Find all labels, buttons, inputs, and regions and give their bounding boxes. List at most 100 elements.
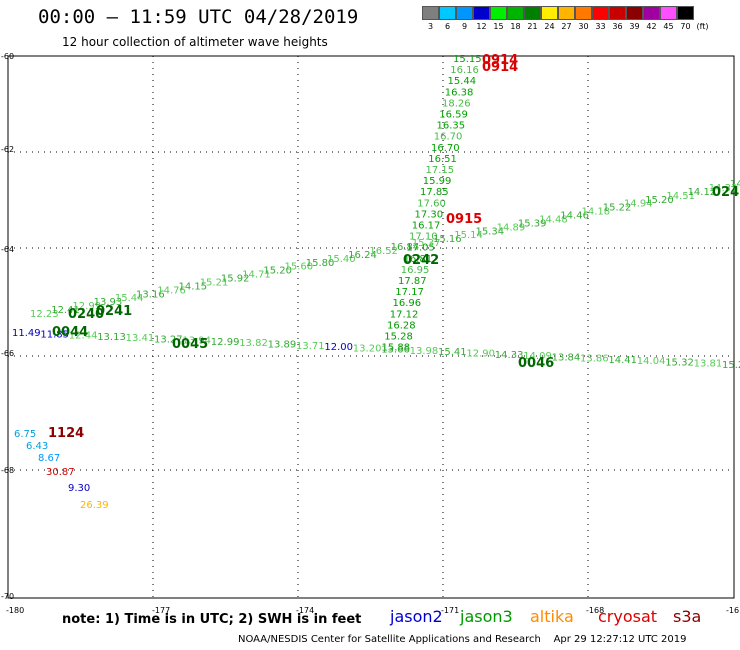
legend-item: 15 — [490, 6, 507, 31]
legend-item: 36 — [609, 6, 626, 31]
swh-value: 15.40 — [327, 254, 356, 265]
legend-swatch — [524, 6, 541, 20]
legend-item: 70 — [677, 6, 694, 31]
footer-credit: NOAA/NESDIS Center for Satellite Applica… — [238, 634, 687, 645]
swh-value: 12.44 — [69, 331, 98, 342]
legend-item: 9 — [456, 6, 473, 31]
x-tick-label: -168 — [586, 606, 604, 615]
legend-item: 12 — [473, 6, 490, 31]
swh-value: 8.67 — [38, 453, 60, 464]
swh-value: 15.39 — [518, 218, 547, 229]
time-label: 0241 — [96, 304, 132, 319]
legend-swatch — [507, 6, 524, 20]
legend-label: 21 — [527, 22, 538, 31]
y-tick-label: -66 — [1, 349, 14, 358]
legend-unit-label: (ft) — [696, 22, 709, 31]
legend-item: 21 — [524, 6, 541, 31]
x-tick-label: -16 — [726, 606, 739, 615]
legend-label: 45 — [663, 22, 674, 31]
swh-value: 16.51 — [428, 154, 457, 165]
legend-swatch — [422, 6, 439, 20]
legend-swatch — [660, 6, 677, 20]
legend-label: 24 — [544, 22, 555, 31]
color-legend: 3 6 9 12 15 18 21 24 27 30 33 36 39 42 45 70 (ft) — [422, 6, 711, 31]
swh-value: 13.93 — [94, 297, 123, 308]
swh-value: 13.89 — [268, 340, 297, 351]
legend-label: 42 — [646, 22, 657, 31]
swh-value: 30.87 — [46, 467, 75, 478]
swh-value: 12.23 — [30, 309, 59, 320]
legend-label: 12 — [476, 22, 487, 31]
swh-value: 14.89 — [497, 222, 526, 233]
swh-value: 13.84 — [552, 352, 581, 363]
legend-label: 36 — [612, 22, 623, 31]
time-label: 0914 — [482, 60, 518, 75]
swh-value: 15.32 — [665, 357, 694, 368]
legend-item: 45 — [660, 6, 677, 31]
swh-value: 9.30 — [68, 483, 90, 494]
swh-value: 16.35 — [437, 121, 466, 132]
legend-unit: (ft) — [694, 6, 711, 31]
swh-value: 17.30 — [415, 209, 444, 220]
legend-item: 18 — [507, 6, 524, 31]
swh-value: 15.92 — [221, 274, 250, 285]
swh-value: 14.15 — [178, 281, 207, 292]
time-label: 0242 — [403, 253, 439, 268]
swh-value: 15.88 — [382, 343, 411, 354]
legend-label: 18 — [510, 22, 521, 31]
legend-swatch — [490, 6, 507, 20]
swh-value: 13.71 — [296, 341, 325, 352]
y-tick-label: -60 — [1, 52, 14, 61]
swh-value: 12.90 — [466, 348, 495, 359]
swh-value: 16.70 — [434, 132, 463, 143]
swh-value: 14.18 — [582, 207, 611, 218]
swh-value: 13.81 — [694, 359, 723, 370]
swh-value: 13.66 — [381, 345, 410, 356]
swh-value: 15.14 — [454, 230, 483, 241]
legend-item: 30 — [575, 6, 592, 31]
swh-value: 12.41 — [51, 305, 80, 316]
legend-label: 27 — [561, 22, 572, 31]
time-label: 0045 — [172, 337, 208, 352]
swh-value: 14.51 — [666, 191, 695, 202]
swh-value: 14.09 — [523, 351, 552, 362]
page-title: 00:00 – 11:59 UTC 04/28/2019 — [38, 6, 359, 28]
legend-item: 39 — [626, 6, 643, 31]
page-subtitle: 12 hour collection of altimeter wave hei… — [62, 35, 328, 49]
swh-value: 16.59 — [439, 110, 468, 121]
swh-value: 15.34 — [475, 226, 504, 237]
swh-value: 17.10 — [409, 232, 438, 243]
swh-value: 14.22 — [730, 179, 740, 190]
swh-value: 16.28 — [387, 320, 416, 331]
swh-value: 17.60 — [417, 198, 446, 209]
swh-value: 11.85 — [40, 329, 69, 340]
legend-swatch — [592, 6, 609, 20]
legend-swatch — [558, 6, 575, 20]
time-label: 0914 — [482, 53, 518, 68]
swh-value: 6.75 — [14, 429, 36, 440]
legend-item: 6 — [439, 6, 456, 31]
swh-value: 15.41 — [438, 347, 467, 358]
swh-value: 16.84 — [391, 242, 420, 253]
swh-value: 16.38 — [445, 87, 474, 98]
legend-swatch — [609, 6, 626, 20]
satellite-label-cryosat: cryosat — [598, 607, 658, 626]
swh-value: 13.98 — [410, 346, 439, 357]
legend-label: 6 — [444, 22, 451, 31]
swh-value: 12.00 — [324, 342, 353, 353]
swh-value: 14.33 — [709, 183, 738, 194]
swh-value: 14.48 — [539, 214, 568, 225]
swh-value: 15.80 — [306, 258, 335, 269]
legend-item: 33 — [592, 6, 609, 31]
swh-value: 13.86 — [580, 354, 609, 365]
y-tick-label: -70 — [1, 592, 14, 601]
satellite-label-s3a: s3a — [673, 607, 702, 626]
x-tick-label: -174 — [296, 606, 314, 615]
footer-note: note: 1) Time is in UTC; 2) SWH is in fe… — [62, 612, 362, 627]
legend-label: 70 — [680, 22, 691, 31]
legend-label: 30 — [578, 22, 589, 31]
swh-value: 6.43 — [26, 441, 48, 452]
swh-value: 16.96 — [393, 298, 422, 309]
legend-label: 15 — [493, 22, 504, 31]
y-tick-label: -62 — [1, 145, 14, 154]
